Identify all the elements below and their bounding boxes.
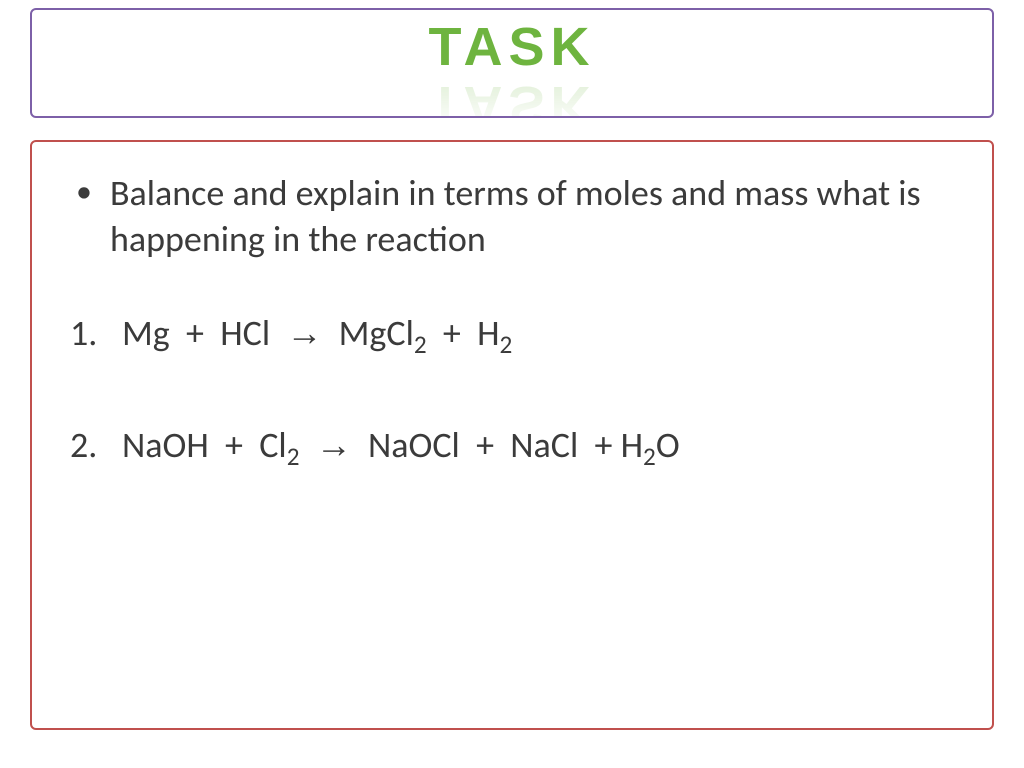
slide: TASK TASK • Balance and explain in terms… (0, 0, 1024, 768)
content-box: • Balance and explain in terms of moles … (30, 140, 994, 730)
slide-title: TASK (429, 16, 596, 78)
equation-number: 2. (70, 422, 122, 468)
slide-title-reflection: TASK (429, 74, 596, 118)
equation-body: NaOH + Cl2 → NaOCl + NaCl + H2O (122, 422, 680, 468)
equation-row-2: 2. NaOH + Cl2 → NaOCl + NaCl + H2O (70, 422, 954, 468)
equation-body: Mg + HCl → MgCl2 + H2 (122, 310, 512, 356)
equation-row-1: 1. Mg + HCl → MgCl2 + H2 (70, 310, 954, 356)
title-wrap: TASK TASK (429, 16, 596, 78)
title-box: TASK TASK (30, 8, 994, 118)
arrow-icon: → (286, 312, 322, 353)
instruction-row: • Balance and explain in terms of moles … (70, 170, 954, 262)
bullet-icon: • (76, 170, 92, 214)
equation-number: 1. (70, 310, 122, 356)
arrow-icon: → (316, 424, 352, 465)
instruction-text: Balance and explain in terms of moles an… (110, 170, 954, 262)
